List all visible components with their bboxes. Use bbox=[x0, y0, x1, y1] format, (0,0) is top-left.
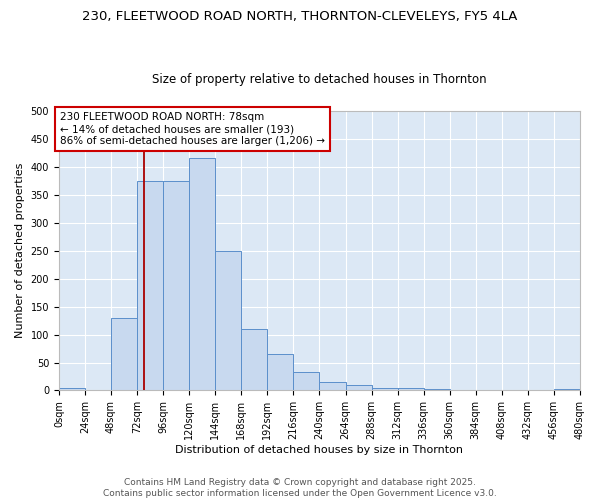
Bar bbox=[293, 372, 319, 390]
X-axis label: Distribution of detached houses by size in Thornton: Distribution of detached houses by size … bbox=[175, 445, 463, 455]
Bar bbox=[398, 388, 424, 390]
Bar bbox=[554, 389, 580, 390]
Bar bbox=[371, 388, 398, 390]
Bar bbox=[59, 388, 85, 390]
Y-axis label: Number of detached properties: Number of detached properties bbox=[15, 163, 25, 338]
Text: 230, FLEETWOOD ROAD NORTH, THORNTON-CLEVELEYS, FY5 4LA: 230, FLEETWOOD ROAD NORTH, THORNTON-CLEV… bbox=[82, 10, 518, 23]
Bar bbox=[268, 354, 293, 391]
Text: Contains HM Land Registry data © Crown copyright and database right 2025.
Contai: Contains HM Land Registry data © Crown c… bbox=[103, 478, 497, 498]
Bar bbox=[215, 250, 241, 390]
Bar bbox=[346, 385, 371, 390]
Bar bbox=[319, 382, 346, 390]
Bar bbox=[137, 180, 163, 390]
Title: Size of property relative to detached houses in Thornton: Size of property relative to detached ho… bbox=[152, 73, 487, 86]
Bar bbox=[111, 318, 137, 390]
Bar bbox=[189, 158, 215, 390]
Text: 230 FLEETWOOD ROAD NORTH: 78sqm
← 14% of detached houses are smaller (193)
86% o: 230 FLEETWOOD ROAD NORTH: 78sqm ← 14% of… bbox=[60, 112, 325, 146]
Bar bbox=[163, 180, 189, 390]
Bar bbox=[241, 329, 268, 390]
